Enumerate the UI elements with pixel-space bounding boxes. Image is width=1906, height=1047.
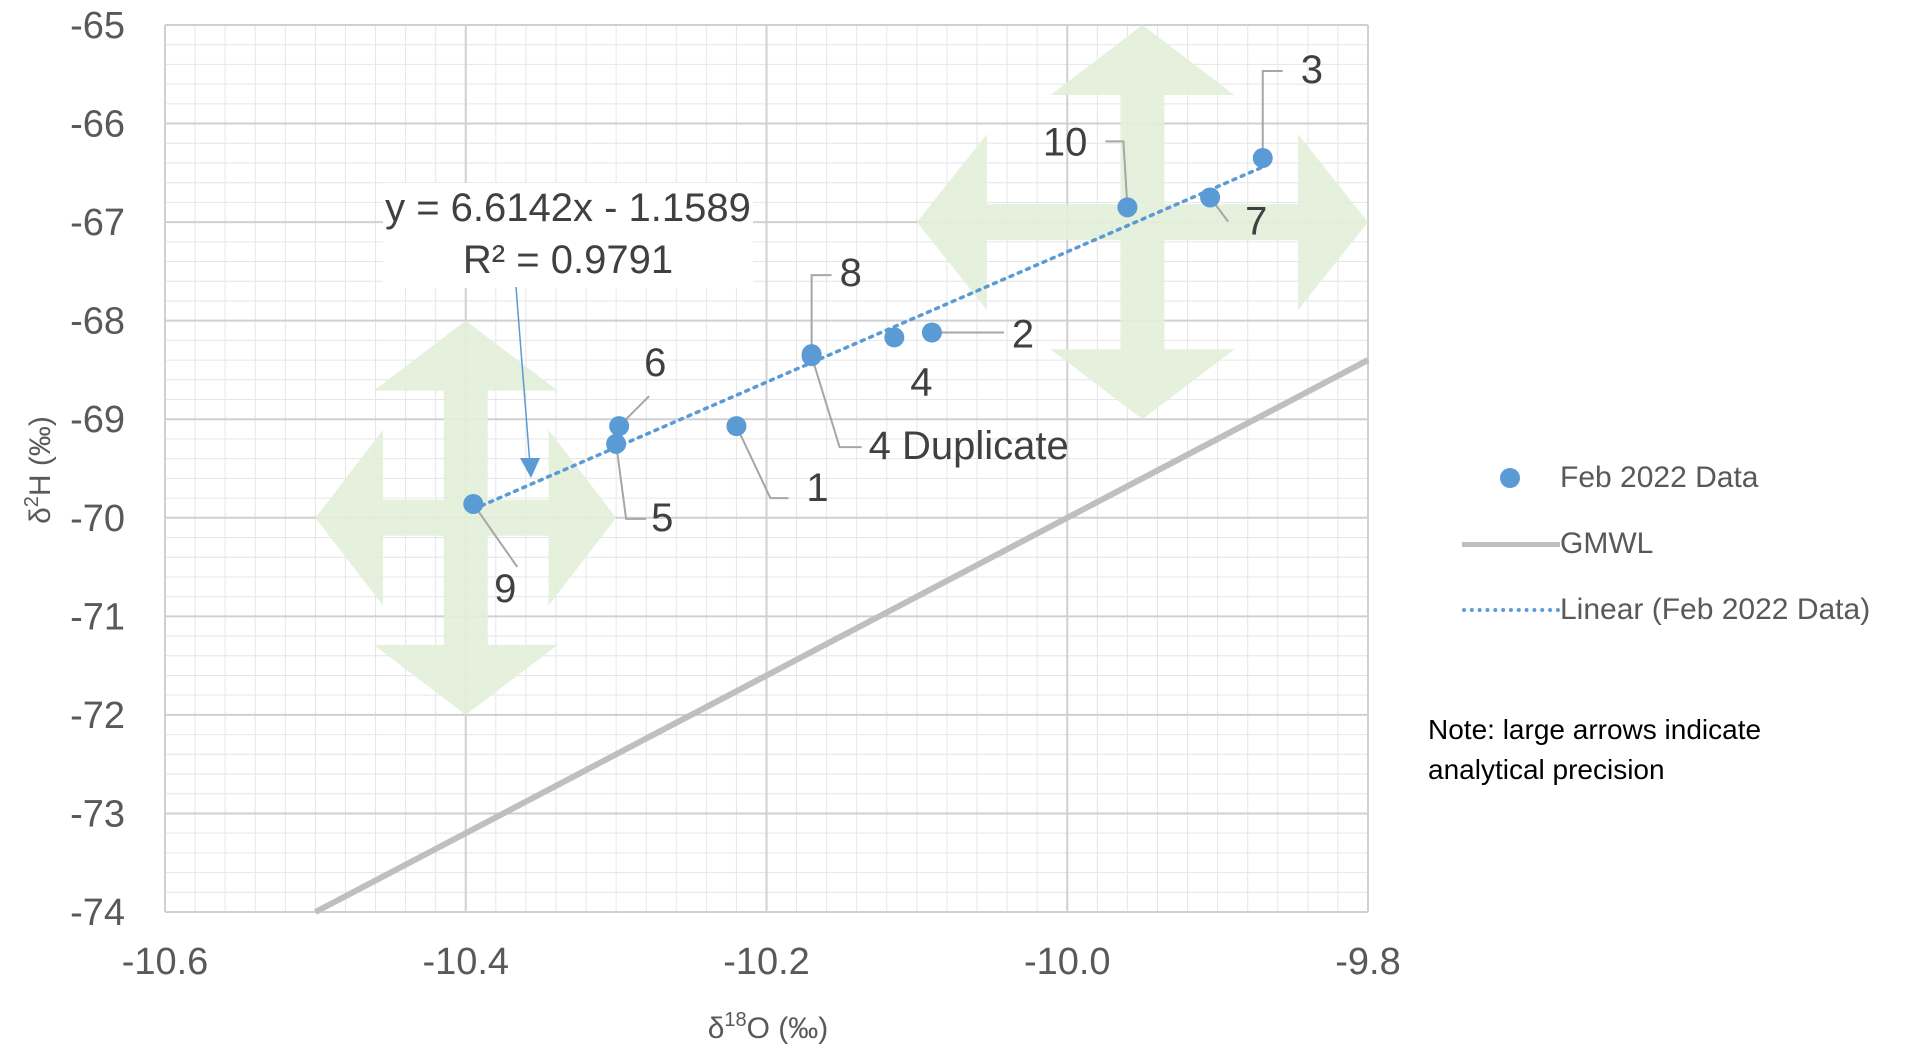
legend-item-gmwl: GMWL: [1450, 511, 1870, 577]
point-label: 2: [1012, 312, 1034, 356]
note-text: Note: large arrows indicate analytical p…: [1428, 714, 1762, 785]
legend-marker-dot: [1450, 468, 1560, 488]
gmwl-series-line: [313, 357, 1370, 915]
label-leader: [615, 443, 647, 520]
data-point: [1252, 148, 1273, 169]
data-points: [463, 148, 1273, 514]
y-tick-label: -71: [70, 596, 125, 638]
y-tick-label: -67: [70, 202, 125, 244]
equation-box: y = 6.6142x - 1.1589 R² = 0.9791: [383, 183, 753, 478]
major-gridlines: [164, 24, 1369, 913]
data-point: [463, 493, 484, 514]
x-tick-label: -9.8: [1335, 941, 1400, 983]
y-tick-label: -68: [70, 301, 125, 343]
label-leader: [810, 274, 832, 355]
x-tick-label: -10.0: [1024, 941, 1111, 983]
r-squared: R² = 0.9791: [463, 238, 673, 282]
minor-gridlines: [165, 25, 1368, 912]
y-axis-title: δ2H (‰): [21, 416, 57, 524]
label-leader: [472, 503, 519, 568]
y-tick-label: -69: [70, 399, 125, 441]
data-point: [884, 327, 905, 348]
label-leader: [1105, 140, 1129, 208]
x-axis-title: δ18O (‰): [708, 1009, 829, 1045]
legend: Feb 2022 Data GMWL Linear (Feb 2022 Data…: [1450, 445, 1870, 643]
precision-arrows: [315, 25, 1368, 715]
point-label: 4: [910, 360, 932, 404]
point-labels: 1 2 3 4 4 Duplicate 5 6 7 8 9 10: [494, 48, 1323, 611]
point-label: 3: [1301, 48, 1323, 92]
point-label: 6: [644, 341, 666, 385]
point-label: 8: [840, 251, 862, 295]
point-label: 4 Duplicate: [869, 424, 1069, 468]
y-tick-label: -74: [70, 892, 125, 934]
trendline: [471, 165, 1265, 512]
x-tick-label: -10.6: [122, 941, 209, 983]
data-point: [1117, 197, 1138, 218]
y-tick-label: -73: [70, 793, 125, 835]
y-tick-label: -65: [70, 5, 125, 47]
data-point: [609, 416, 630, 437]
label-leader-lines: [472, 70, 1283, 568]
legend-label: GMWL: [1560, 527, 1654, 560]
y-tick-label: -72: [70, 695, 125, 737]
data-point: [726, 416, 747, 437]
tick-labels: -10.6 -10.4 -10.2 -10.0 -9.8 -74 -73 -72 -71 -70 -…: [70, 5, 1401, 983]
precision-arrow: [315, 320, 617, 715]
x-tick-label: -10.2: [723, 941, 810, 983]
label-leader: [810, 355, 862, 449]
point-label: 9: [494, 567, 516, 611]
legend-item-feb-2022-data: Feb 2022 Data: [1450, 445, 1870, 511]
legend-marker-solid-line: [1450, 534, 1560, 554]
label-leader: [735, 425, 789, 500]
x-tick-label: -10.4: [422, 941, 509, 983]
label-leader: [1261, 70, 1283, 159]
trendline-equation: y = 6.6142x - 1.1589: [385, 186, 751, 230]
y-tick-label: -70: [70, 498, 125, 540]
linear-trend-line: [471, 165, 1265, 512]
data-point: [921, 322, 942, 343]
data-point: [1200, 187, 1221, 208]
point-label: 7: [1245, 199, 1267, 243]
equation-pointer-arrowhead: [520, 458, 540, 478]
point-label: 5: [651, 496, 673, 540]
legend-label: Feb 2022 Data: [1560, 461, 1759, 494]
gmwl-line: [313, 357, 1370, 915]
precision-arrow: [916, 25, 1368, 420]
data-point: [801, 344, 822, 365]
legend-item-linear-feb-2022-data: Linear (Feb 2022 Data): [1450, 577, 1870, 643]
y-tick-label: -66: [70, 104, 125, 146]
data-point: [606, 433, 627, 454]
point-label: 10: [1043, 120, 1088, 164]
legend-marker-dotted-line: [1450, 600, 1560, 620]
legend-label: Linear (Feb 2022 Data): [1560, 593, 1871, 626]
point-label: 1: [806, 466, 828, 510]
